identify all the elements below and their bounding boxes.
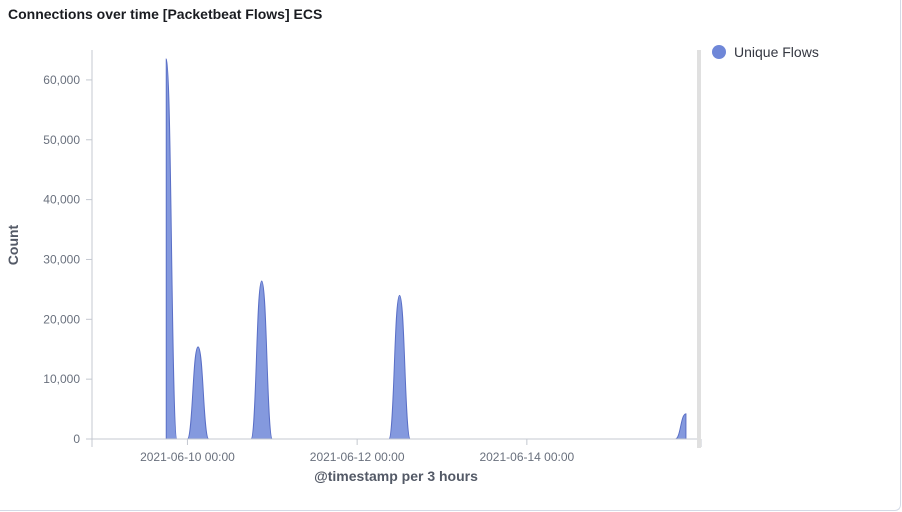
x-tick-label: 2021-06-14 00:00: [479, 450, 574, 464]
y-axis: 0 10,000 20,000 30,000 40,000 50,000 60,000: [43, 50, 93, 446]
y-tick-label: 10,000: [43, 372, 80, 386]
legend-label: Unique Flows: [734, 44, 819, 60]
area-peak: [165, 58, 178, 440]
legend-item-unique-flows[interactable]: Unique Flows: [712, 44, 819, 60]
area-peak: [388, 294, 411, 440]
series-unique-flows[interactable]: [165, 58, 687, 440]
legend-divider: [697, 50, 701, 448]
x-tick-label: 2021-06-10 00:00: [140, 450, 235, 464]
x-axis: 2021-06-10 00:00 2021-06-12 00:00 2021-06-…: [91, 438, 702, 464]
x-tick-label: 2021-06-12 00:00: [310, 450, 405, 464]
y-tick-label: 0: [73, 432, 80, 446]
area-peak: [675, 413, 687, 440]
x-axis-title: @timestamp per 3 hours: [314, 468, 478, 484]
legend-swatch: [712, 45, 726, 59]
y-tick-label: 40,000: [43, 193, 80, 207]
y-tick-label: 50,000: [43, 133, 80, 147]
panel-title: Connections over time [Packetbeat Flows]…: [8, 6, 323, 22]
y-tick-label: 20,000: [43, 312, 80, 326]
area-peak: [250, 280, 273, 440]
area-peak: [186, 346, 210, 440]
y-axis-title: Count: [5, 224, 21, 265]
y-tick-label: 30,000: [43, 252, 80, 266]
y-tick-label: 60,000: [43, 73, 80, 87]
